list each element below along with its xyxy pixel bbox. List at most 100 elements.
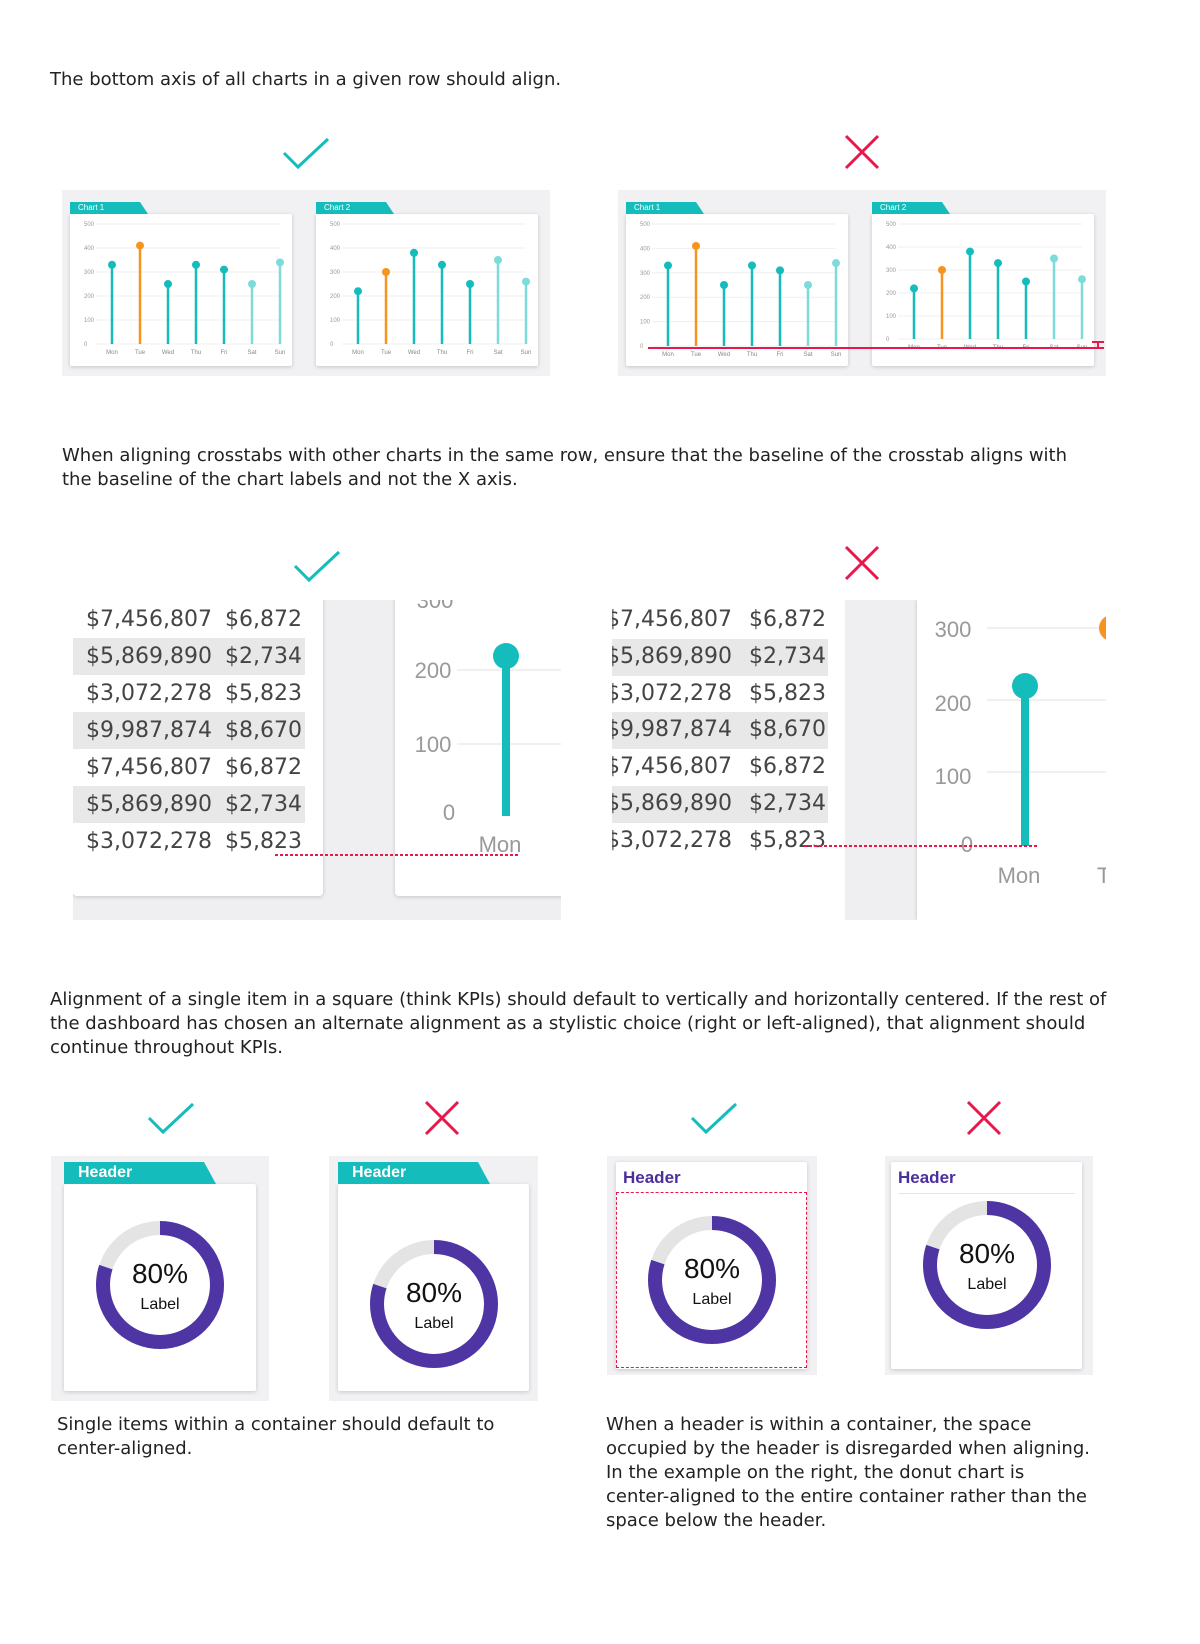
x-tick-label: Wed: [408, 350, 420, 356]
table-row: $3,072,278 $5,823: [73, 675, 305, 712]
x-tick-label: Tue: [691, 352, 702, 358]
lollipop-point: [466, 280, 474, 288]
chart-card: 300 200 100 0 Mon: [395, 600, 561, 896]
crosstab: $7,456,807 $6,872 $5,869,890 $2,734 $3,072,2…: [73, 601, 305, 861]
lollipop-point: [494, 256, 502, 264]
table-row: $3,072,278 $5,823: [612, 823, 830, 860]
kpi-label: Label: [692, 1291, 732, 1308]
lollipop-point: [966, 247, 974, 256]
x-tick-label: Thu: [437, 350, 447, 356]
table-row: $7,456,807 $6,872: [612, 602, 830, 639]
lollipop-point: [354, 287, 362, 296]
table-cell: $2,734: [749, 791, 826, 816]
donut-arc: [648, 1216, 776, 1344]
check-icon: [282, 137, 330, 170]
chart-1: 0 100 200 300 400 500 Mon Tue Wed Thu Fri Sat Sun: [84, 222, 286, 356]
lollipop-point: [522, 277, 530, 286]
y-tick-label: 0: [330, 342, 334, 348]
x-tick-label: Sat: [247, 350, 256, 356]
x-tick-label: Wed: [162, 350, 174, 356]
kpi-header: Header: [64, 1162, 216, 1184]
chart-1: 0 100 200 300 400 500 Mon Tue Wed Thu Fri Sat Sun: [640, 222, 842, 358]
table-row: $5,869,890 $2,734: [73, 638, 305, 675]
table-cell: $8,670: [749, 717, 826, 743]
check-icon: [293, 550, 341, 583]
misalignment-line: [648, 341, 1104, 349]
kpi-label: Label: [967, 1276, 1007, 1293]
alignment-guide: [275, 854, 518, 856]
table-cell: $5,823: [749, 680, 826, 706]
lollipop-point: [994, 259, 1002, 268]
chart-2: 0 100 200 300 400 500 Mon Tue Wed Thu Fri Sat Sun: [330, 222, 532, 356]
lollipop-point: [164, 280, 172, 288]
x-tick-label: Fri: [467, 350, 474, 356]
kpi-header: Header: [898, 1168, 956, 1187]
gap: [845, 600, 917, 920]
y-tick-label: 0: [84, 342, 88, 348]
x-tick-label: Mon: [352, 350, 364, 356]
lollipop-point: [220, 265, 228, 274]
x-tick-label: Sun: [831, 352, 842, 358]
donut-arc: [923, 1201, 1051, 1329]
y-tick: 200: [935, 691, 972, 716]
y-tick-label: 200: [84, 294, 95, 300]
table-cell: $2,734: [225, 792, 302, 817]
y-tick-label: 200: [640, 295, 651, 301]
chart-card: 0 100 200 300 400 500 Mon Tue Wed Thu Fri Sat Sun: [316, 214, 538, 366]
chart-tab: Chart 2: [316, 202, 394, 214]
x-label: Mon: [479, 832, 522, 857]
table-cell: $9,987,874: [86, 718, 212, 743]
donut-arc: [96, 1221, 224, 1349]
caption-right: When a header is within a container, the…: [606, 1414, 1090, 1531]
donut-chart: [648, 1216, 776, 1344]
table-row: $3,072,278 $5,823: [73, 823, 305, 860]
x-tick-label: Sun: [275, 350, 286, 356]
y-tick-label: 300: [886, 268, 897, 274]
x-tick-label: Fri: [221, 350, 228, 356]
table-cell: $3,072,278: [86, 829, 212, 854]
lollipop-point: [136, 241, 144, 250]
table-cell: $3,072,278: [612, 827, 732, 853]
lollipop-point: [664, 261, 672, 270]
y-tick-label: 200: [886, 291, 897, 297]
kpi-card: 80% Label: [64, 1184, 256, 1391]
y-tick: 0: [443, 800, 455, 825]
table-cell: $6,872: [225, 755, 302, 780]
chart-fragment: 300 200 100 0 Mon: [415, 600, 561, 857]
chart-card: 300 200 100 0 Mon Tu: [917, 600, 1106, 920]
lollipop-point: [276, 258, 284, 267]
table-cell: $7,456,807: [86, 755, 212, 780]
x-tick-label: Thu: [747, 352, 757, 358]
chart-tab: Chart 1: [70, 202, 148, 214]
table-cell: $5,869,890: [612, 643, 732, 669]
chart-tab: Chart 2: [872, 202, 950, 214]
table-cell: $5,869,890: [612, 791, 732, 816]
kpi-card: Header 80% Label: [891, 1162, 1082, 1369]
y-tick: 200: [415, 658, 452, 683]
cross-icon: [844, 545, 880, 581]
y-tick: 300: [417, 600, 454, 613]
y-tick-label: 500: [886, 222, 897, 228]
kpi-value: 80%: [131, 1258, 189, 1289]
crosstab: $7,456,807 $6,872 $5,869,890 $2,734 $3,072,2…: [612, 602, 830, 862]
y-tick-label: 500: [84, 222, 95, 228]
x-tick-label: Sun: [521, 350, 532, 356]
lollipop-point: [410, 248, 418, 257]
kpi-header: Header: [623, 1168, 681, 1187]
table-cell: $9,987,874: [612, 717, 732, 743]
section3-text: Alignment of a single item in a square (…: [50, 989, 1107, 1058]
kpi-value: 80%: [683, 1253, 741, 1284]
kpi-label: Label: [140, 1296, 180, 1313]
bad-crosstab-example: $7,456,807 $6,872 $5,869,890 $2,734 $3,072,2…: [612, 600, 1106, 920]
table-cell: $7,456,807: [86, 607, 212, 632]
chart-tab: Chart 1: [626, 202, 704, 214]
table-cell: $5,823: [225, 681, 302, 706]
table-cell: $7,456,807: [612, 607, 732, 632]
table-cell: $5,823: [225, 829, 302, 854]
lollipop-point: [1050, 254, 1058, 263]
y-tick: 100: [935, 764, 972, 789]
table-row: $9,987,874 $8,670: [73, 712, 305, 749]
lollipop-point: [1099, 616, 1106, 640]
y-tick: 0: [961, 832, 973, 857]
x-tick-label: Tue: [135, 350, 146, 356]
